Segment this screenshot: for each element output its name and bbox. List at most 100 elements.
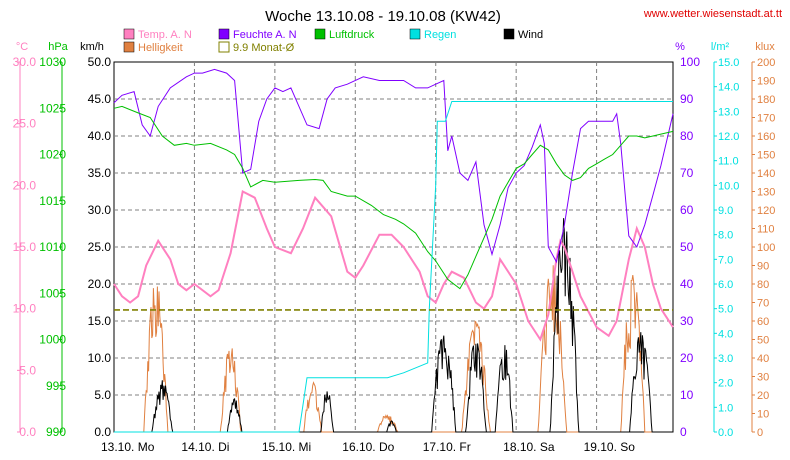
y-tick-label-rain: 6.0 <box>718 279 733 291</box>
watermark-link[interactable]: www.wetter.wiesenstadt.at.tt <box>643 8 782 20</box>
y-tick-label-hum: 80 <box>680 129 694 143</box>
y-tick-label-rain: 2.0 <box>718 378 733 390</box>
legend-item-luftdruck: Luftdruck <box>314 28 375 41</box>
y-tick-label-hum: 30 <box>680 314 694 328</box>
y-tick-label-wind: 40.0 <box>88 129 112 143</box>
y-tick-label-lux: 60 <box>757 316 769 328</box>
y-tick-label-rain: 15.0 <box>718 57 739 69</box>
series-regen <box>114 101 673 433</box>
y-tick-label-press: 1015 <box>39 194 66 208</box>
y-tick-label-wind: 30.0 <box>88 203 112 217</box>
y-tick-label-press: 1000 <box>39 333 66 347</box>
legend-swatch <box>409 28 421 40</box>
legend-label: Wind <box>518 29 543 41</box>
y-tick-label-wind: 45.0 <box>88 92 112 106</box>
x-tick-label: 18.10. Sa <box>503 440 555 454</box>
y-tick-label-wind: 25.0 <box>88 240 112 254</box>
y-tick-label-rain: 12.0 <box>718 131 739 143</box>
x-tick-label: 17.10. Fr <box>423 440 471 454</box>
axis-title-press: hPa <box>48 41 68 53</box>
y-tick-label-lux: 130 <box>757 187 775 199</box>
y-tick-label-lux: 30 <box>757 372 769 384</box>
x-tick-label: 13.10. Mo <box>101 440 155 454</box>
legend: Temp. A. N Feuchte A. N Luftdruck Regen Wind… <box>123 28 543 54</box>
legend-item-9-9-monat: 9.9 Monat-Ø <box>218 41 295 54</box>
y-tick-label-wind: 5.0 <box>94 388 111 402</box>
y-tick-label-lux: 100 <box>757 242 775 254</box>
legend-swatch <box>218 41 230 53</box>
legend-item-helligkeit: Helligkeit <box>123 41 183 54</box>
y-tick-label-wind: 15.0 <box>88 314 112 328</box>
y-tick-label-lux: 0 <box>757 427 763 439</box>
y-tick-label-press: 1005 <box>39 286 66 300</box>
axis-title-wind: km/h <box>80 41 104 53</box>
axes: 13.10. Mo 14.10. Di 15.10. Mi 16.10. Do 17.1… <box>13 55 776 454</box>
x-tick-label: 16.10. Do <box>342 440 394 454</box>
y-tick-label-press: 995 <box>46 379 66 393</box>
y-tick-label-rain: 5.0 <box>718 304 733 316</box>
y-tick-label-hum: 90 <box>680 92 694 106</box>
y-tick-label-lux: 140 <box>757 168 775 180</box>
y-tick-label-temp: 5.0 <box>19 363 36 377</box>
y-tick-label-lux: 160 <box>757 131 775 143</box>
legend-label: Helligkeit <box>138 42 183 54</box>
y-tick-label-temp: 10.0 <box>13 302 37 316</box>
y-tick-label-hum: 100 <box>680 55 700 69</box>
y-tick-label-lux: 170 <box>757 113 775 125</box>
axis-title-temp: °C <box>16 41 28 53</box>
y-tick-label-rain: 7.0 <box>718 254 733 266</box>
axis-title-hum: % <box>675 41 685 53</box>
y-tick-label-rain: 3.0 <box>718 353 733 365</box>
series-feuchte-a-n <box>113 68 674 264</box>
legend-swatch <box>503 28 515 40</box>
y-tick-label-hum: 20 <box>680 351 694 365</box>
y-tick-label-rain: 9.0 <box>718 205 733 217</box>
chart-title: Woche 13.10.08 - 19.10.08 (KW42) <box>265 8 501 25</box>
legend-swatch <box>123 28 135 40</box>
y-tick-label-temp: 25.0 <box>13 117 37 131</box>
plot-area <box>113 68 674 433</box>
y-tick-label-wind: 10.0 <box>88 351 112 365</box>
y-tick-label-lux: 50 <box>757 335 769 347</box>
x-tick-label: 19.10. So <box>584 440 636 454</box>
y-tick-label-rain: 14.0 <box>718 82 739 94</box>
legend-item-wind: Wind <box>503 28 543 41</box>
legend-item-regen: Regen <box>409 28 456 41</box>
y-tick-label-lux: 80 <box>757 279 769 291</box>
y-tick-label-hum: 10 <box>680 388 694 402</box>
legend-label: Luftdruck <box>329 29 375 41</box>
y-tick-label-rain: 13.0 <box>718 106 739 118</box>
y-tick-label-rain: 1.0 <box>718 402 733 414</box>
legend-label: Temp. A. N <box>138 29 192 41</box>
y-tick-label-wind: 35.0 <box>88 166 112 180</box>
y-tick-label-rain: 4.0 <box>718 328 733 340</box>
y-tick-label-lux: 190 <box>757 76 775 88</box>
y-tick-label-hum: 70 <box>680 166 694 180</box>
y-tick-label-wind: 0.0 <box>94 425 111 439</box>
legend-item-temp-a-n: Temp. A. N <box>123 28 192 41</box>
y-tick-label-lux: 150 <box>757 150 775 162</box>
y-tick-label-rain: 11.0 <box>718 156 739 168</box>
y-tick-label-hum: 60 <box>680 203 694 217</box>
legend-label: Feuchte A. N <box>233 29 297 41</box>
y-tick-label-hum: 40 <box>680 277 694 291</box>
grid <box>113 61 674 433</box>
legend-label: 9.9 Monat-Ø <box>233 42 295 54</box>
y-tick-label-wind: 20.0 <box>88 277 112 291</box>
y-tick-label-press: 1025 <box>39 101 66 115</box>
y-tick-label-rain: 8.0 <box>718 230 733 242</box>
series-temp-a-n <box>113 190 674 342</box>
legend-swatch <box>218 28 230 40</box>
axis-titles: °C hPa km/h% l/m² klux <box>16 41 775 53</box>
y-tick-label-lux: 120 <box>757 205 775 217</box>
legend-label: Regen <box>424 29 456 41</box>
x-tick-label: 15.10. Mi <box>262 440 311 454</box>
y-tick-label-lux: 10 <box>757 409 769 421</box>
y-tick-label-hum: 50 <box>680 240 694 254</box>
y-tick-label-lux: 200 <box>757 57 775 69</box>
y-tick-label-rain: 0.0 <box>718 427 733 439</box>
y-tick-label-temp: 15.0 <box>13 240 37 254</box>
series-luftdruck <box>113 105 674 290</box>
y-tick-label-temp: 0.0 <box>19 425 36 439</box>
